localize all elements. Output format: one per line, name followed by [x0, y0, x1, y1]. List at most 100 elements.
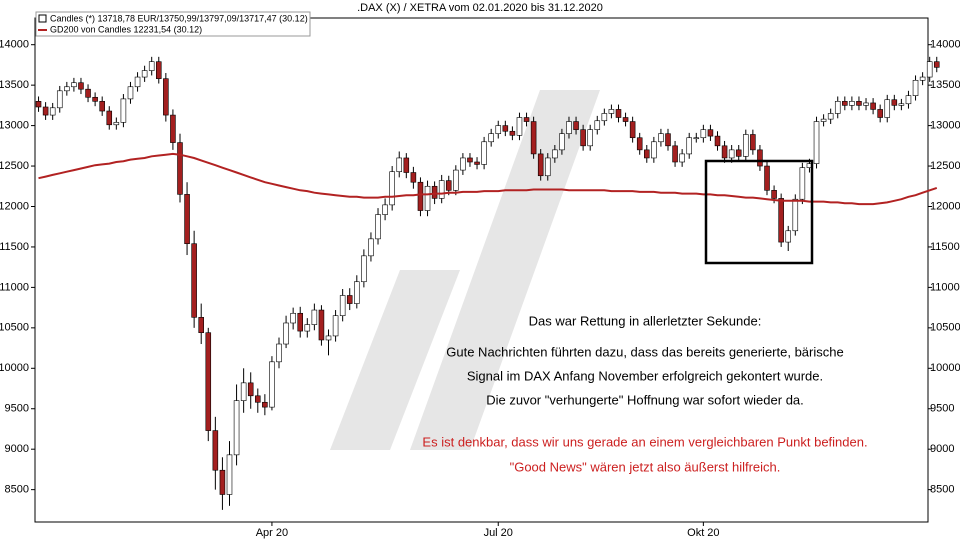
candle-body — [354, 281, 360, 304]
legend-entry: GD200 von Candles 12231,54 (30.12) — [50, 24, 202, 34]
candle-body — [233, 400, 240, 456]
candle-body — [615, 109, 622, 118]
candle-body — [834, 101, 841, 114]
candle-body — [148, 61, 155, 71]
candle-body — [693, 137, 700, 140]
y-tick-label: 9500 — [930, 403, 954, 415]
plot-frame — [34, 17, 929, 523]
candle-body — [389, 171, 395, 206]
candle-body — [85, 88, 91, 98]
candle-body — [431, 185, 438, 199]
candle-body — [792, 198, 799, 232]
candle-body — [255, 395, 261, 403]
y-tick-label: 11500 — [0, 241, 29, 253]
candle-body — [106, 110, 113, 126]
candle-body — [49, 107, 56, 116]
candle-body — [198, 317, 204, 333]
candle-body — [35, 101, 42, 108]
candle-body — [559, 133, 565, 151]
candle-body — [332, 315, 339, 337]
moving-average-line — [38, 152, 938, 206]
annotation: Gute Nachrichten führten dazu, dass das … — [446, 344, 843, 359]
candle-body — [42, 106, 49, 116]
candle-body — [127, 86, 134, 100]
candle-body — [474, 161, 480, 165]
candle-body — [601, 113, 608, 122]
y-tick-label: 13500 — [930, 79, 960, 91]
y-tick-label: 12000 — [930, 200, 960, 212]
y-tick-label: 12500 — [0, 160, 29, 172]
y-tick-label: 11500 — [930, 241, 960, 253]
watermark — [330, 90, 600, 450]
candle-body — [297, 312, 303, 332]
candle-body — [728, 149, 735, 159]
candle-body — [226, 454, 233, 495]
candle-body — [644, 149, 650, 159]
candle-body — [580, 129, 586, 147]
legend-entry: Candles (*) 13718,78 EUR/13750,99/13797,… — [50, 13, 308, 23]
candle-body — [191, 243, 197, 318]
candle-body — [856, 101, 862, 106]
x-tick-label: Apr 20 — [256, 527, 288, 539]
candle-body — [651, 141, 657, 159]
candle-body — [587, 129, 593, 147]
candle-body — [438, 180, 445, 199]
annotation: Das war Rettung in allerletzter Sekunde: — [529, 313, 762, 328]
candle-body — [735, 149, 742, 157]
candle-body — [262, 401, 268, 408]
y-tick-label: 11000 — [930, 281, 960, 293]
candle-body — [827, 113, 834, 120]
y-tick-label: 10000 — [0, 362, 29, 374]
candle-body — [311, 309, 318, 325]
x-tick-label: Okt 20 — [687, 527, 719, 539]
candle-body — [537, 153, 544, 177]
candle-body — [750, 134, 756, 151]
candle-body — [757, 149, 763, 167]
candle-body — [290, 312, 296, 324]
candle-body — [120, 98, 127, 123]
candle-body — [56, 90, 63, 109]
annotation: Signal im DAX Anfang November erfolgreic… — [467, 368, 823, 383]
y-tick-label: 13000 — [0, 120, 29, 132]
y-tick-label: 14000 — [0, 39, 29, 51]
candle-body — [799, 167, 806, 200]
y-tick-label: 8500 — [5, 484, 29, 496]
candle-body — [884, 99, 891, 118]
candle-body — [170, 114, 176, 143]
candle-body — [325, 335, 332, 341]
annotation: "Good News" wären jetzt also äußerst hil… — [510, 459, 781, 474]
candle-body — [629, 121, 636, 139]
candle-body — [636, 137, 643, 151]
candle-body — [99, 101, 105, 112]
candle-body — [488, 133, 494, 143]
candle-body — [361, 255, 367, 283]
candle-body — [849, 101, 855, 106]
y-tick-label: 9000 — [5, 443, 29, 455]
annotation: Es ist denkbar, dass wir uns gerade an e… — [422, 434, 867, 449]
candle-body — [771, 190, 777, 199]
y-tick-label: 12500 — [930, 160, 960, 172]
candle-body — [743, 134, 749, 157]
y-tick-label: 9000 — [930, 443, 954, 455]
candle-body — [467, 157, 473, 163]
y-tick-label: 10000 — [930, 362, 960, 374]
candle-body — [396, 157, 403, 173]
candle-body — [502, 125, 509, 132]
candle-body — [622, 117, 629, 122]
y-tick-label: 11000 — [0, 281, 29, 293]
candle-body — [71, 82, 77, 88]
candle-body — [495, 125, 502, 134]
candle-body — [155, 61, 162, 79]
candle-body — [375, 214, 381, 240]
candle-body — [785, 230, 792, 243]
candle-body — [552, 149, 558, 159]
candle-body — [530, 121, 537, 155]
candle-body — [92, 96, 98, 102]
candle-body — [594, 120, 601, 130]
y-tick-label: 10500 — [930, 322, 960, 334]
candle-body — [283, 322, 289, 345]
candle-body — [269, 361, 275, 408]
candle-body — [318, 309, 325, 341]
candle-body — [665, 133, 671, 147]
